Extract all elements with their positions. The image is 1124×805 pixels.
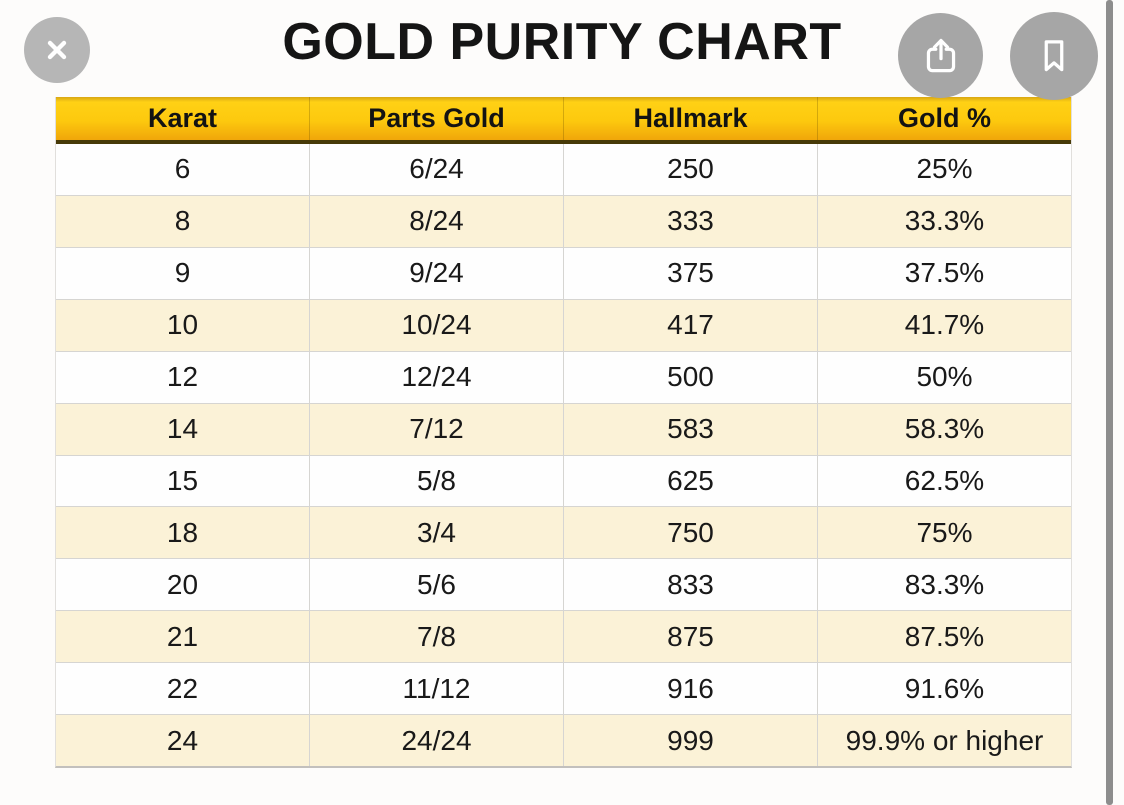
- table-cell: 14: [166, 413, 199, 445]
- table-cell: 833: [563, 559, 817, 611]
- table-cell: 10/24: [309, 299, 563, 351]
- table-cell: 33.3%: [817, 195, 1071, 247]
- column-header-hallmark: Hallmark: [563, 97, 817, 140]
- table-row: 10 10/24 417 41.7%: [56, 298, 1071, 351]
- table-cell: 12: [166, 361, 199, 393]
- column-header-parts-gold: Parts Gold: [309, 97, 563, 140]
- table-cell: 625: [563, 455, 817, 507]
- table-cell: 875: [563, 611, 817, 663]
- table-cell: 12/24: [309, 351, 563, 403]
- table-cell: 9/24: [309, 247, 563, 299]
- page-title: GOLD PURITY CHART: [282, 13, 842, 71]
- table-cell: 583: [563, 403, 817, 455]
- table-cell: 87.5%: [817, 611, 1071, 663]
- table-cell: 75%: [817, 507, 1071, 559]
- close-button[interactable]: [24, 17, 90, 83]
- table-cell: 50%: [817, 351, 1071, 403]
- table-cell: 25%: [817, 144, 1071, 195]
- table-cell: 11/12: [309, 663, 563, 715]
- table-cell: 37.5%: [817, 247, 1071, 299]
- table-header-row: Karat Parts Gold Hallmark Gold %: [56, 97, 1071, 144]
- table-row: 14 7/12 583 58.3%: [56, 402, 1071, 455]
- bookmark-icon: [1044, 40, 1064, 72]
- table-cell: 18: [166, 516, 199, 548]
- table-cell: 7/12: [309, 403, 563, 455]
- table-cell: 5/6: [309, 559, 563, 611]
- table-cell: 99.9% or higher: [817, 715, 1071, 767]
- table-cell: 999: [563, 715, 817, 767]
- table-cell: 3/4: [309, 507, 563, 559]
- table-cell: 22: [166, 672, 199, 704]
- table-body: 6 6/24 250 25% 8 8/24 333 33.3% 9 9/24 375 37.5% 10 1…: [56, 144, 1071, 767]
- table-row: 22 11/12 916 91.6%: [56, 662, 1071, 715]
- table-cell: 24/24: [309, 715, 563, 767]
- column-header-gold: Gold %: [817, 97, 1071, 140]
- table-row: 20 5/6 833 83.3%: [56, 558, 1071, 611]
- table-cell: 83.3%: [817, 559, 1071, 611]
- scrollbar-thumb[interactable]: [1106, 0, 1113, 805]
- table-cell: 7/8: [309, 611, 563, 663]
- gold-purity-table: Karat Parts Gold Hallmark Gold % 6 6/24 250 25…: [55, 97, 1072, 768]
- table-cell: 6: [174, 153, 191, 185]
- column-header-karat: Karat: [147, 103, 218, 133]
- table-cell: 20: [166, 568, 199, 600]
- table-cell: 500: [563, 351, 817, 403]
- table-cell: 916: [563, 663, 817, 715]
- table-cell: 91.6%: [817, 663, 1071, 715]
- table-cell: 5/8: [309, 455, 563, 507]
- table-row: 9 9/24 375 37.5%: [56, 246, 1071, 299]
- table-cell: 15: [166, 464, 199, 496]
- close-icon: [47, 40, 67, 60]
- share-icon: [926, 38, 955, 72]
- bookmark-button[interactable]: [1010, 12, 1098, 100]
- table-cell: 24: [166, 724, 199, 756]
- table-row: 15 5/8 625 62.5%: [56, 454, 1071, 507]
- table-cell: 6/24: [309, 144, 563, 195]
- table-row: 6 6/24 250 25%: [56, 144, 1071, 195]
- table-cell: 750: [563, 507, 817, 559]
- table-cell: 8/24: [309, 195, 563, 247]
- table-cell: 333: [563, 195, 817, 247]
- table-cell: 250: [563, 144, 817, 195]
- share-button[interactable]: [898, 13, 983, 98]
- table-cell: 21: [166, 620, 199, 652]
- table-row: 21 7/8 875 87.5%: [56, 610, 1071, 663]
- table-cell: 8: [174, 205, 191, 237]
- table-row: 18 3/4 750 75%: [56, 506, 1071, 559]
- table-row: 8 8/24 333 33.3%: [56, 194, 1071, 247]
- table-cell: 62.5%: [817, 455, 1071, 507]
- table-cell: 9: [174, 257, 191, 289]
- table-row: 12 12/24 500 50%: [56, 350, 1071, 403]
- table-cell: 375: [563, 247, 817, 299]
- table-cell: 417: [563, 299, 817, 351]
- table-row: 24 24/24 999 99.9% or higher: [56, 714, 1071, 767]
- table-cell: 41.7%: [817, 299, 1071, 351]
- table-cell: 58.3%: [817, 403, 1071, 455]
- table-cell: 10: [166, 309, 199, 341]
